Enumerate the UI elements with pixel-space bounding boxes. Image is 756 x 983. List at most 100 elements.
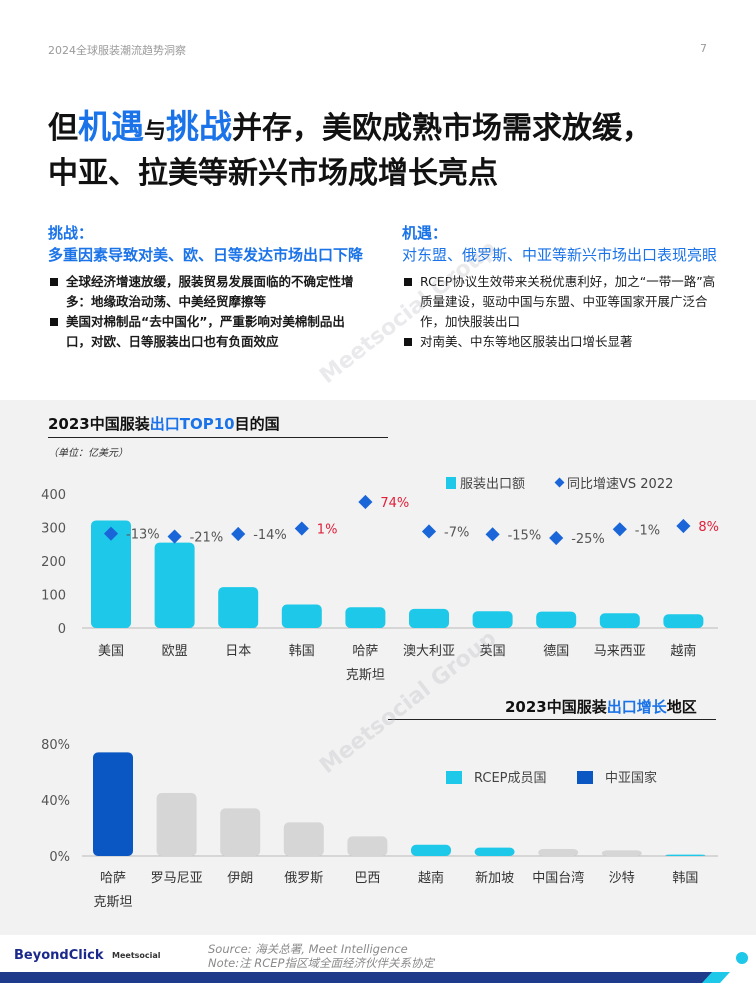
bar — [281, 604, 322, 628]
growth-marker — [421, 524, 437, 539]
x-tick-label: 越南 — [418, 870, 444, 886]
challenge-column: 挑战： 多重因素导致对美、欧、日等发达市场出口下降 全球经济增速放缓，服装贸易发… — [48, 222, 368, 352]
legend-swatch — [577, 771, 593, 784]
chart1-unit: （单位：亿美元） — [48, 448, 128, 459]
brand-logo-secondary: Meetsocial — [112, 951, 161, 960]
x-tick-label: 克斯坦 — [93, 895, 132, 910]
legend-swatch — [446, 771, 462, 784]
x-tick-label: 巴西 — [354, 871, 380, 886]
y-tick-label: 0% — [49, 850, 70, 865]
bar — [156, 793, 197, 856]
x-tick-label: 哈萨 — [100, 871, 126, 886]
y-tick-label: 200 — [41, 555, 66, 570]
x-tick-label: 罗马尼亚 — [151, 871, 203, 886]
y-tick-label: 0 — [58, 622, 66, 637]
growth-label: 1% — [317, 523, 338, 538]
bar — [538, 849, 579, 856]
x-tick-label: 越南 — [670, 643, 696, 659]
opportunity-heading: 机遇： — [402, 224, 448, 242]
legend-label: RCEP成员国 — [474, 771, 547, 786]
footer-stripe — [0, 972, 730, 983]
y-tick-label: 100 — [41, 589, 66, 604]
growth-label: 74% — [380, 496, 409, 511]
bar — [599, 613, 640, 628]
bar — [218, 587, 259, 628]
legend-marker — [554, 477, 565, 488]
x-tick-label: 马来西亚 — [594, 644, 646, 659]
x-tick-label: 克斯坦 — [346, 668, 385, 683]
y-tick-label: 400 — [41, 488, 66, 503]
growth-label: -15% — [508, 528, 542, 543]
opportunity-column: 机遇： 对东盟、俄罗斯、中亚等新兴市场出口表现亮眼 RCEP协议生效带来关税优惠… — [402, 222, 722, 352]
doc-title: 2024全球服装潮流趋势洞察 — [48, 44, 186, 57]
list-item: 对南美、中东等地区服装出口增长显著 — [402, 332, 722, 352]
y-tick-label: 80% — [41, 738, 70, 753]
bar — [472, 611, 513, 628]
x-tick-label: 沙特 — [609, 871, 635, 886]
growth-marker — [103, 526, 119, 541]
bar — [474, 847, 515, 856]
y-tick-label: 300 — [41, 522, 66, 537]
chart2-title-rule — [388, 719, 716, 720]
chart2-title-highlight: 出口增长 — [606, 698, 667, 716]
brand-logo: BeyondClick — [14, 948, 104, 963]
title-line2: 中亚、拉美等新兴市场成增长亮点 — [48, 156, 498, 191]
growth-label: -7% — [444, 525, 469, 540]
growth-label: -13% — [126, 528, 160, 543]
challenge-heading: 挑战： — [48, 224, 94, 242]
title-highlight-challenge: 挑战 — [166, 107, 233, 146]
growth-label: 8% — [698, 520, 719, 535]
chart1-svg: 0 100 200 300 400 美国 -13% 欧盟 -21% 日本 -14% 韩国 1% 哈萨克斯坦… — [41, 477, 719, 683]
opportunity-subheading: 对东盟、俄罗斯、中亚等新兴市场出口表现亮眼 — [402, 246, 718, 264]
growth-marker — [676, 518, 691, 534]
legend-label: 同比增速VS 2022 — [567, 477, 673, 492]
growth-marker — [612, 522, 627, 537]
x-tick-label: 伊朗 — [227, 871, 253, 886]
bar — [663, 614, 704, 628]
growth-label: -21% — [190, 531, 224, 546]
chart1-title-b: 目的国 — [234, 415, 280, 433]
growth-label: -25% — [571, 532, 605, 547]
bar — [91, 520, 131, 628]
title-highlight-opportunity: 机遇 — [78, 107, 144, 146]
source-note: Source: 海关总署, Meet Intelligence Note:注 R… — [208, 942, 434, 970]
source-text: Source: 海关总署, Meet Intelligence — [208, 942, 408, 956]
x-tick-label: 韩国 — [672, 871, 698, 886]
growth-marker — [485, 527, 500, 542]
growth-label: -1% — [635, 523, 660, 538]
growth-marker — [231, 526, 246, 542]
bar — [411, 844, 451, 856]
title-part1: 但 — [48, 111, 78, 146]
bar — [536, 611, 577, 628]
bar — [283, 822, 324, 856]
title-part3: 并存，美欧成熟市场需求放缓， — [232, 111, 653, 146]
y-tick-label: 40% — [41, 794, 70, 809]
x-tick-label: 俄罗斯 — [284, 871, 323, 886]
bar — [601, 850, 642, 856]
x-tick-label: 日本 — [225, 644, 251, 659]
growth-marker — [167, 529, 182, 544]
x-tick-label: 新加坡 — [475, 870, 514, 886]
list-item: 全球经济增速放缓，服装贸易发展面临的不确定性增多：地缘政治动荡、中美经贸摩擦等 — [48, 272, 368, 312]
x-tick-label: 英国 — [480, 644, 506, 659]
x-tick-label: 澳大利亚 — [403, 643, 455, 659]
opportunity-bullets: RCEP协议生效带来关税优惠利好，加之“一带一路”高质量建设，驱动中国与东盟、中… — [402, 272, 722, 352]
x-tick-label: 德国 — [543, 644, 569, 659]
page-title: 但机遇与挑战并存，美欧成熟市场需求放缓， 中亚、拉美等新兴市场成增长亮点 — [48, 106, 652, 195]
bar — [347, 836, 388, 856]
chart1-title-rule — [48, 437, 388, 438]
x-tick-label: 哈萨 — [352, 644, 378, 659]
title-part2: 与 — [144, 119, 167, 144]
bar — [409, 608, 449, 628]
challenge-bullets: 全球经济增速放缓，服装贸易发展面临的不确定性增多：地缘政治动荡、中美经贸摩擦等 … — [48, 272, 368, 352]
x-tick-label: 欧盟 — [162, 644, 188, 659]
chart2-title: 2023中国服装出口增长地区 — [505, 696, 697, 717]
bar — [93, 752, 133, 856]
chart1-title-highlight: 出口TOP10 — [149, 415, 235, 433]
note-text: Note:注 RCEP指区域全面经济伙伴关系协定 — [208, 956, 434, 970]
legend-label: 中亚国家 — [605, 770, 657, 786]
bar — [665, 854, 706, 856]
list-item: 美国对棉制品“去中国化”，严重影响对美棉制品出口，对欧、日等服装出口也有负面效应 — [48, 312, 368, 352]
x-tick-label: 韩国 — [289, 644, 315, 659]
